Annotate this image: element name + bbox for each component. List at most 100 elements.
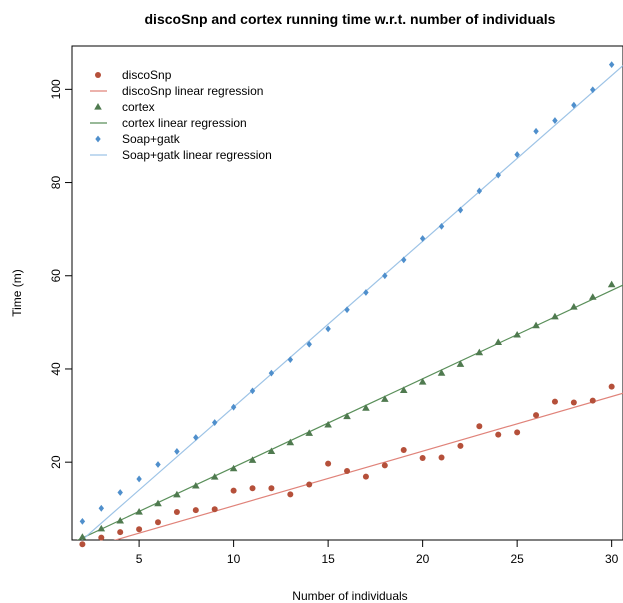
data-point-diamond-12 (268, 369, 275, 377)
data-point-circle-14 (306, 481, 313, 488)
data-point-diamond-26 (533, 127, 539, 135)
data-point-triangle-6 (154, 499, 162, 507)
x-tick-label: 10 (227, 552, 241, 566)
y-axis-label: Time (m) (10, 269, 24, 317)
data-point-diamond-15 (325, 325, 331, 333)
data-point-triangle-14 (305, 429, 314, 436)
data-point-diamond-18 (382, 272, 388, 280)
data-point-triangle-15 (324, 420, 332, 428)
data-point-circle-17 (362, 473, 369, 480)
data-point-triangle-11 (248, 456, 257, 463)
y-tick-label: 80 (49, 176, 63, 190)
data-point-triangle-18 (381, 395, 389, 402)
data-point-diamond-23 (476, 187, 483, 195)
legend-label: discoSnp linear regression (122, 84, 263, 98)
data-point-diamond-17 (363, 289, 369, 296)
data-point-diamond-7 (174, 448, 180, 455)
data-point-diamond-19 (401, 256, 407, 264)
chart-title: discoSnp and cortex running time w.r.t. … (145, 11, 556, 27)
y-tick-label: 40 (49, 362, 63, 376)
data-point-triangle-24 (494, 338, 503, 345)
data-point-circle-2 (79, 541, 86, 548)
legend-label: Soap+gatk (122, 132, 181, 146)
data-point-triangle-16 (343, 412, 351, 420)
data-point-circle-26 (533, 412, 540, 419)
data-point-circle-7 (173, 509, 180, 516)
x-tick-label: 20 (416, 552, 430, 566)
legend: discoSnp discoSnp linear regression cortex… (90, 68, 272, 162)
data-point-diamond-27 (552, 117, 558, 124)
data-point-triangle-19 (399, 386, 408, 394)
data-point-triangle-12 (267, 447, 276, 455)
data-point-circle-3 (98, 534, 105, 541)
legend-label: cortex linear regression (122, 116, 247, 130)
data-points (78, 61, 616, 548)
data-point-circle-30 (608, 383, 615, 390)
data-point-circle-20 (419, 454, 426, 461)
data-point-diamond-30 (608, 61, 615, 69)
data-point-circle-16 (344, 468, 351, 475)
data-point-diamond-5 (136, 475, 142, 483)
data-point-triangle-7 (173, 490, 181, 498)
legend-symbol (95, 72, 101, 78)
data-point-circle-29 (589, 397, 596, 404)
data-point-triangle-26 (532, 321, 540, 329)
data-point-circle-13 (287, 491, 294, 498)
data-point-diamond-10 (230, 403, 237, 411)
data-point-circle-10 (230, 487, 237, 494)
data-point-circle-18 (381, 462, 388, 469)
data-point-triangle-21 (437, 369, 446, 376)
data-point-triangle-9 (210, 473, 219, 480)
x-tick-label: 15 (321, 552, 335, 566)
data-point-circle-4 (117, 529, 124, 536)
legend-symbol (94, 103, 102, 110)
data-point-circle-12 (268, 485, 275, 492)
data-point-diamond-9 (211, 419, 218, 426)
data-point-triangle-29 (588, 293, 597, 300)
data-point-diamond-21 (438, 222, 445, 230)
data-point-triangle-2 (78, 533, 87, 540)
data-point-circle-11 (249, 485, 256, 492)
data-point-circle-21 (438, 454, 445, 461)
data-point-diamond-6 (155, 461, 161, 468)
x-axis-label: Number of individuals (292, 589, 407, 603)
data-point-diamond-25 (514, 151, 520, 158)
data-point-triangle-28 (570, 302, 578, 310)
data-point-circle-9 (211, 506, 218, 513)
data-point-circle-8 (192, 507, 199, 514)
data-point-circle-22 (457, 442, 464, 449)
y-tick-label: 20 (49, 455, 63, 469)
y-tick-label: 100 (49, 79, 63, 99)
data-point-triangle-13 (286, 438, 295, 446)
data-point-triangle-10 (229, 464, 238, 472)
data-point-triangle-5 (135, 508, 143, 515)
x-axis: 5 10 15 20 25 30 (136, 539, 619, 566)
data-point-circle-24 (495, 431, 502, 438)
x-tick-label: 5 (136, 552, 143, 566)
data-point-diamond-24 (495, 171, 501, 179)
data-point-triangle-17 (362, 404, 370, 411)
legend-symbol (95, 135, 101, 143)
legend-label: discoSnp (122, 68, 172, 82)
data-point-triangle-30 (607, 280, 616, 288)
legend-label: cortex (122, 100, 155, 114)
data-point-diamond-11 (249, 387, 256, 395)
x-tick-label: 30 (605, 552, 619, 566)
data-point-circle-23 (476, 423, 483, 430)
data-point-diamond-29 (590, 86, 596, 94)
data-point-circle-28 (570, 399, 577, 406)
data-point-diamond-4 (117, 489, 123, 496)
data-point-triangle-22 (456, 360, 465, 367)
data-point-circle-6 (155, 519, 162, 526)
data-point-circle-25 (514, 429, 521, 436)
data-point-triangle-27 (551, 312, 559, 320)
data-point-circle-19 (400, 447, 407, 454)
data-point-diamond-13 (287, 356, 294, 364)
data-point-triangle-4 (116, 516, 125, 524)
data-point-diamond-3 (98, 504, 105, 512)
data-point-circle-15 (325, 460, 332, 467)
data-point-circle-27 (551, 398, 558, 405)
x-tick-label: 25 (510, 552, 524, 566)
data-point-circle-5 (136, 526, 143, 533)
